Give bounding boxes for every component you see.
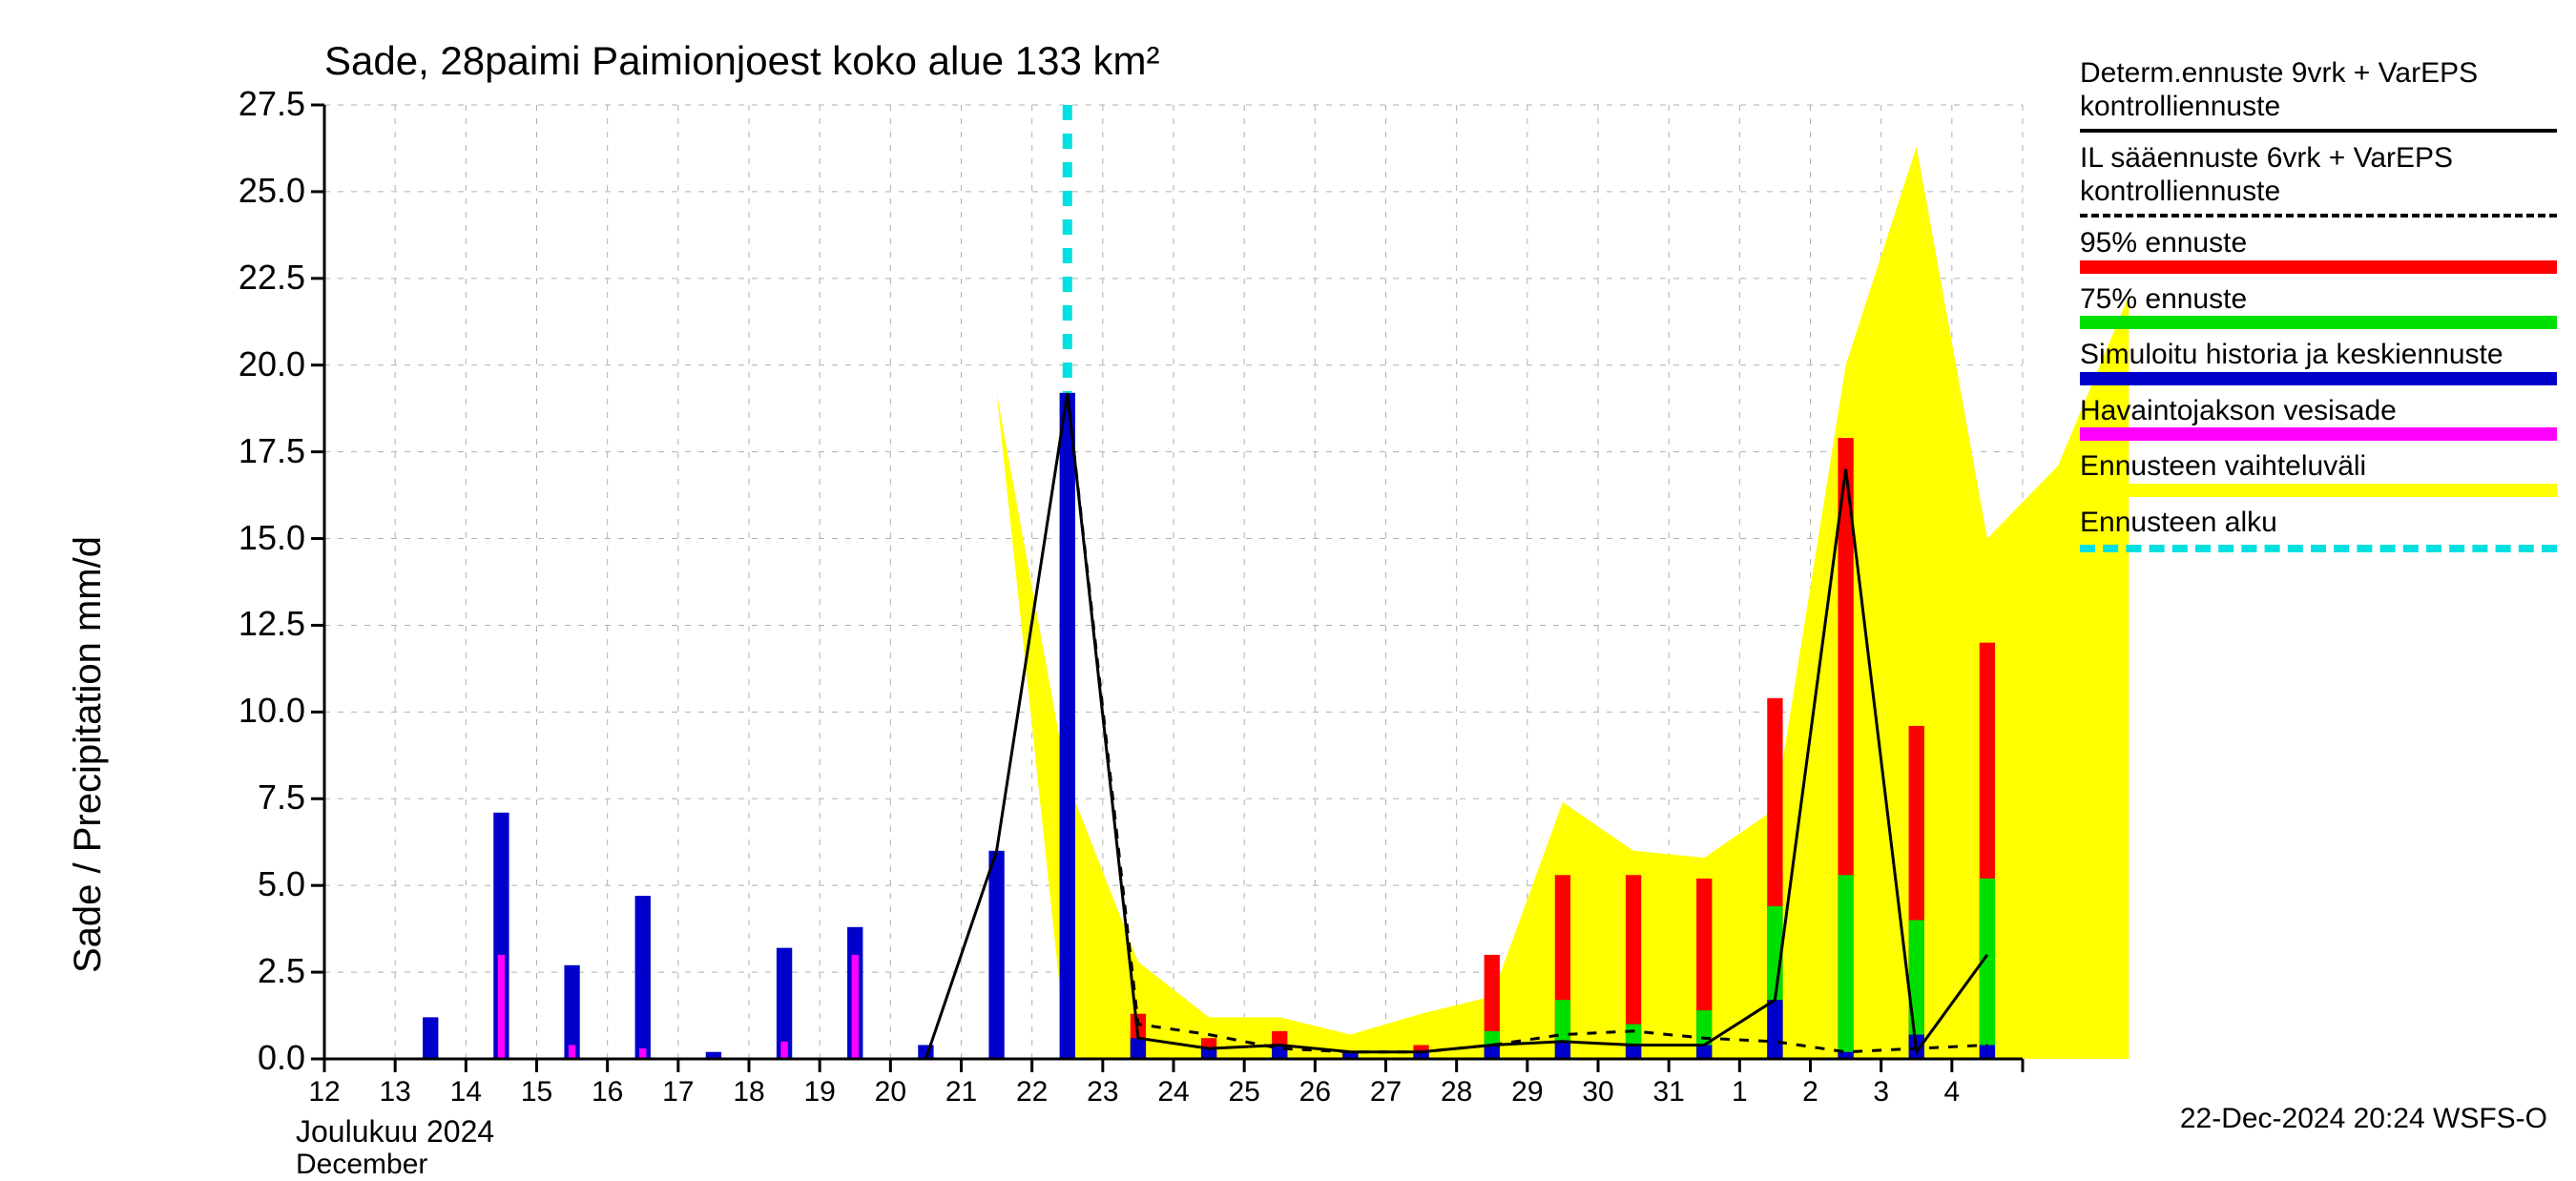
legend-label: 75% ennuste	[2080, 283, 2557, 317]
legend-swatch	[2080, 214, 2557, 218]
legend-swatch	[2080, 372, 2557, 385]
legend-entry: 95% ennuste	[2080, 227, 2557, 274]
legend-entry: IL sääennuste 6vrk + VarEPS kontrollienn…	[2080, 142, 2557, 218]
legend: Determ.ennuste 9vrk + VarEPS kontrollien…	[2080, 57, 2557, 562]
legend-label: 95% ennuste	[2080, 227, 2557, 260]
y-tick: 27.5	[134, 84, 305, 124]
x-tick: 20	[875, 1076, 906, 1108]
y-tick: 0.0	[134, 1038, 305, 1078]
legend-swatch	[2080, 545, 2557, 552]
y-tick: 25.0	[134, 171, 305, 211]
x-tick: 21	[945, 1076, 977, 1108]
y-tick: 22.5	[134, 258, 305, 298]
x-tick: 13	[379, 1076, 410, 1108]
legend-label: Simuloitu historia ja keskiennuste	[2080, 339, 2557, 372]
x-tick: 17	[662, 1076, 694, 1108]
x-tick: 28	[1441, 1076, 1472, 1108]
x-tick: 22	[1016, 1076, 1048, 1108]
y-tick: 2.5	[134, 951, 305, 991]
legend-entry: Ennusteen alku	[2080, 507, 2557, 553]
x-tick: 29	[1511, 1076, 1543, 1108]
x-tick: 15	[521, 1076, 552, 1108]
x-tick: 3	[1873, 1076, 1889, 1108]
legend-entry: Simuloitu historia ja keskiennuste	[2080, 339, 2557, 385]
legend-label: Ennusteen vaihteluväli	[2080, 450, 2557, 484]
chart-stage: Sade, 28paimi Paimionjoest koko alue 133…	[0, 0, 2576, 1145]
x-tick: 1	[1732, 1076, 1748, 1108]
y-tick: 17.5	[134, 431, 305, 471]
legend-entry: Determ.ennuste 9vrk + VarEPS kontrollien…	[2080, 57, 2557, 133]
legend-swatch	[2080, 427, 2557, 441]
legend-label: Ennusteen alku	[2080, 507, 2557, 540]
legend-swatch	[2080, 129, 2557, 133]
y-tick: 7.5	[134, 777, 305, 818]
y-tick: 5.0	[134, 864, 305, 904]
x-tick: 16	[592, 1076, 623, 1108]
legend-swatch	[2080, 316, 2557, 329]
footer-timestamp: 22-Dec-2024 20:24 WSFS-O	[2180, 1103, 2547, 1135]
y-tick: 12.5	[134, 604, 305, 644]
legend-label: Determ.ennuste 9vrk + VarEPS kontrollien…	[2080, 57, 2557, 123]
y-tick: 20.0	[134, 344, 305, 384]
x-tick: 26	[1299, 1076, 1331, 1108]
x-tick: 24	[1157, 1076, 1189, 1108]
x-tick: 19	[803, 1076, 835, 1108]
y-tick: 15.0	[134, 518, 305, 558]
legend-swatch	[2080, 484, 2557, 497]
x-tick: 18	[733, 1076, 764, 1108]
x-tick: 23	[1087, 1076, 1118, 1108]
x-tick: 2	[1802, 1076, 1818, 1108]
x-tick: 30	[1582, 1076, 1613, 1108]
month-label-fi: Joulukuu 2024	[296, 1114, 494, 1150]
legend-entry: 75% ennuste	[2080, 283, 2557, 330]
legend-entry: Havaintojakson vesisade	[2080, 395, 2557, 442]
month-label-en: December	[296, 1149, 427, 1181]
legend-label: Havaintojakson vesisade	[2080, 395, 2557, 428]
legend-swatch	[2080, 260, 2557, 274]
legend-label: IL sääennuste 6vrk + VarEPS kontrollienn…	[2080, 142, 2557, 208]
x-tick: 25	[1228, 1076, 1259, 1108]
legend-entry: Ennusteen vaihteluväli	[2080, 450, 2557, 497]
x-tick: 4	[1943, 1076, 1960, 1108]
x-tick: 12	[308, 1076, 340, 1108]
y-tick: 10.0	[134, 691, 305, 731]
x-tick: 31	[1652, 1076, 1684, 1108]
x-tick: 27	[1370, 1076, 1402, 1108]
x-tick: 14	[450, 1076, 482, 1108]
